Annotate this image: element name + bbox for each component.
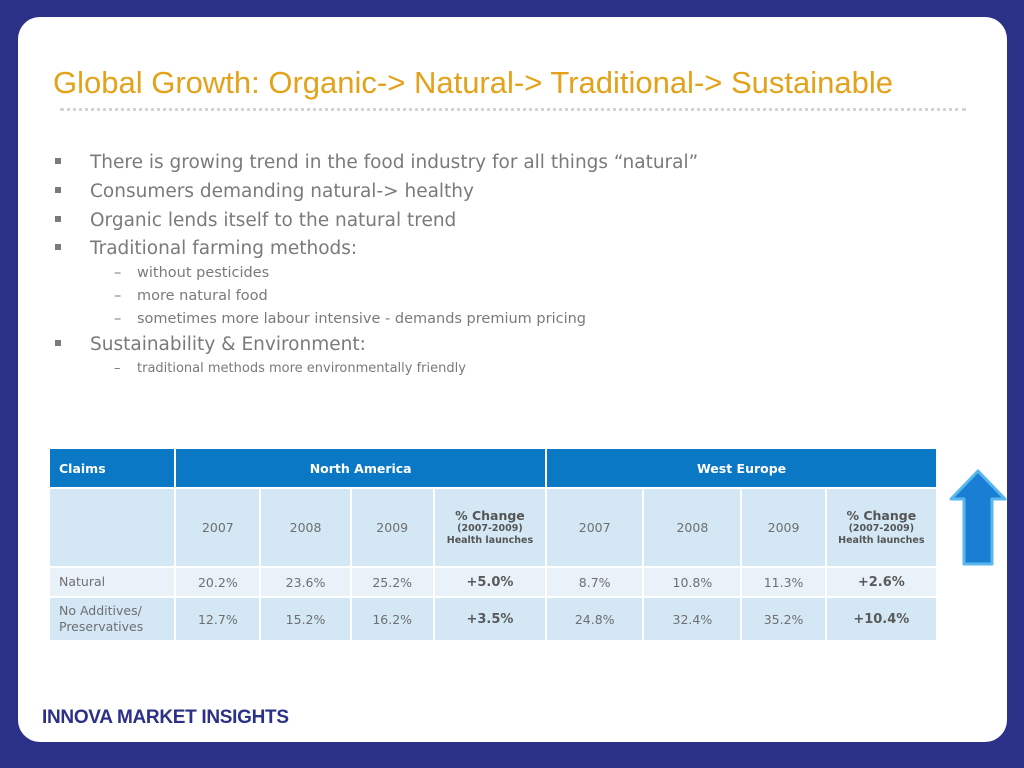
bullet-text: Sustainability & Environment: [90,334,366,355]
table-cell: 24.8% [545,596,645,642]
table-cell: 16.2% [349,596,435,642]
bullet-item: Organic lends itself to the natural tren… [55,210,457,232]
year-cell: 2009 [740,487,827,568]
table-cell: 32.4% [642,596,743,642]
header-north-america: North America [174,447,548,489]
header-claims: Claims [47,447,177,489]
table-row: No Additives/ Preservatives 12.7% 15.2% … [47,596,939,642]
bullet-item: There is growing trend in the food indus… [55,152,699,174]
table-cell: 23.6% [259,566,352,598]
table-cell: 12.7% [174,596,262,642]
bullet-text: There is growing trend in the food indus… [90,152,699,173]
bullet-text: Traditional farming methods: [90,238,358,259]
empty-cell [47,487,177,568]
bullet-marker [55,244,61,250]
table-header-row: Claims North America West Europe [47,447,938,489]
year-cell: 2007 [174,487,262,568]
bullet-text: Organic lends itself to the natural tren… [90,210,457,231]
bullet-marker [55,158,61,164]
sub-bullet-text: sometimes more labour intensive - demand… [137,311,586,327]
sub-bullet-item: – sometimes more labour intensive - dema… [114,310,586,328]
bullet-marker [55,187,61,193]
pct-change-label: % Change [455,508,525,523]
table-cell: 11.3% [740,566,827,598]
sub-bullet-item: – more natural food [114,287,268,305]
sub-bullet-text: traditional methods more environmentally… [137,361,466,376]
sub-bullet-item: – traditional methods more environmental… [114,360,466,378]
row-label: Natural [47,566,177,598]
sub-bullet-item: – without pesticides [114,264,270,282]
table-cell: 8.7% [545,566,645,598]
bullet-item: Sustainability & Environment: [55,334,366,356]
dash-marker: – [114,265,122,281]
bullet-marker [55,340,61,346]
pct-note-label: Health launches [446,535,534,546]
pct-change-cell: +3.5% [432,596,548,642]
year-cell: 2007 [545,487,645,568]
bullet-text: Consumers demanding natural-> healthy [90,181,474,202]
table-row: Natural 20.2% 23.6% 25.2% +5.0% 8.7% 10.… [47,566,939,598]
sub-bullet-text: more natural food [137,288,268,304]
claims-table: Claims North America West Europe 2007 20… [47,447,939,642]
pct-change-cell: +2.6% [824,566,939,598]
year-cell: 2008 [259,487,352,568]
dash-marker: – [114,361,121,376]
header-west-europe: West Europe [545,447,938,489]
year-cell: 2008 [642,487,743,568]
dash-marker: – [114,288,122,304]
table-subheader-row: 2007 2008 2009 % Change (2007-2009) Heal… [47,487,939,568]
sub-bullet-text: without pesticides [137,265,270,281]
pct-range-label: (2007-2009) [457,523,523,534]
table-cell: 20.2% [174,566,262,598]
pct-change-header: % Change (2007-2009) Health launches [432,487,548,568]
dash-marker: – [114,311,122,327]
year-cell: 2009 [349,487,435,568]
pct-change-cell: +5.0% [432,566,548,598]
pct-change-header: % Change (2007-2009) Health launches [824,487,939,568]
slide: Global Growth: Organic-> Natural-> Tradi… [18,17,1007,742]
pct-note-label: Health launches [838,535,925,546]
brand-logo: INNOVA MARKET INSIGHTS [42,707,289,728]
table-cell: 15.2% [259,596,352,642]
table-cell: 35.2% [740,596,827,642]
bullet-marker [55,216,61,222]
pct-change-cell: +10.4% [824,596,939,642]
table-cell: 10.8% [642,566,743,598]
table-cell: 25.2% [349,566,435,598]
bullet-item: Traditional farming methods: [55,238,358,260]
pct-range-label: (2007-2009) [848,523,915,534]
title-divider [60,108,966,111]
slide-title: Global Growth: Organic-> Natural-> Tradi… [53,65,893,100]
row-label: No Additives/ Preservatives [47,596,177,642]
bullet-item: Consumers demanding natural-> healthy [55,181,474,203]
up-arrow-icon [949,469,1007,566]
pct-change-label: % Change [846,508,917,523]
